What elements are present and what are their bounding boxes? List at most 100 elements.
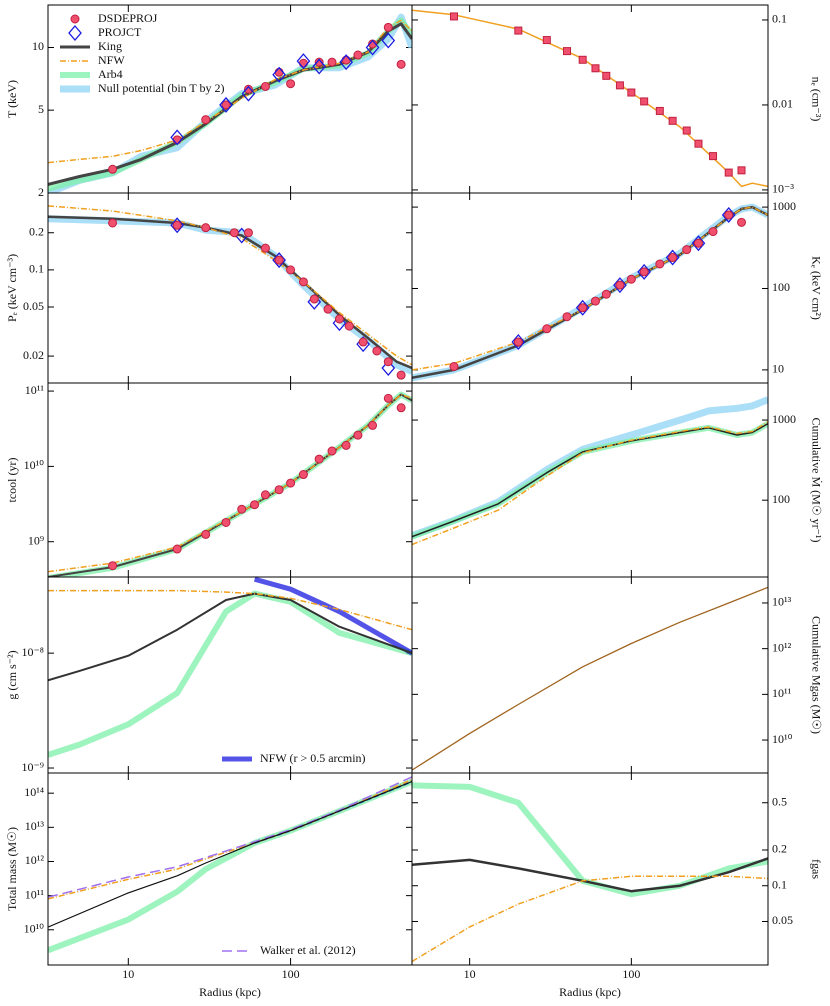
point xyxy=(358,337,368,347)
legend-label: DSDEPROJ xyxy=(98,11,158,25)
point xyxy=(449,12,458,21)
point xyxy=(353,430,363,440)
y-tick-label: 0.1 xyxy=(772,12,787,26)
x-axis-label: Radius (kpc) xyxy=(559,985,621,999)
point xyxy=(170,129,185,146)
point xyxy=(108,164,118,174)
y-tick-label: 0.1 xyxy=(29,262,44,276)
point xyxy=(655,259,665,269)
legend-label: PROJCT xyxy=(98,25,142,39)
y-tick-label: 0.01 xyxy=(772,97,793,111)
point xyxy=(542,36,551,45)
x-axis-label: Radius (kpc) xyxy=(199,985,261,999)
y-tick-label: 10¹² xyxy=(25,853,45,867)
point xyxy=(693,238,703,248)
point xyxy=(578,55,587,64)
point xyxy=(627,88,636,97)
point xyxy=(578,303,588,313)
panel: 0.02 0.05 0.1 0.2 Pₑ (keV cm⁻³) xyxy=(5,192,413,384)
point xyxy=(708,227,718,237)
point xyxy=(298,58,308,68)
point xyxy=(372,346,382,356)
point xyxy=(334,314,344,324)
point xyxy=(562,312,572,322)
y-tick-label: 10⁻⁸ xyxy=(21,645,44,659)
point xyxy=(601,289,611,299)
y-tick-label: 10¹¹ xyxy=(25,887,45,901)
x-tick-label: 10 xyxy=(122,967,134,981)
point xyxy=(626,274,636,284)
point xyxy=(221,517,231,527)
point xyxy=(694,139,703,148)
point xyxy=(381,360,396,377)
point xyxy=(243,84,253,94)
point xyxy=(542,324,552,334)
x-tick-label: 100 xyxy=(282,967,300,981)
y-axis-label: nₑ (cm⁻³) xyxy=(809,77,823,122)
point xyxy=(396,59,406,69)
legend-marker xyxy=(70,14,80,24)
series-line xyxy=(48,780,412,928)
y-tick-label: 10¹³ xyxy=(772,595,792,609)
y-axis-label: Total mass (M☉) xyxy=(5,827,19,911)
y-axis-label: g (cm s⁻²) xyxy=(5,650,19,699)
series-line xyxy=(48,215,412,375)
point xyxy=(575,299,590,316)
series-line xyxy=(48,393,412,577)
point xyxy=(298,277,308,287)
point xyxy=(341,440,351,450)
y-tick-label: 10¹¹ xyxy=(25,383,45,397)
point xyxy=(243,228,253,238)
point xyxy=(344,321,354,331)
point xyxy=(724,210,734,220)
point xyxy=(602,71,611,80)
y-tick-label: 10¹⁰ xyxy=(24,458,45,472)
point xyxy=(312,58,327,75)
plot-area xyxy=(412,396,768,546)
point xyxy=(396,403,406,413)
y-axis-label: Pₑ (keV cm⁻³) xyxy=(5,254,19,322)
series-line xyxy=(412,586,768,771)
series-line xyxy=(412,421,768,540)
plot-area xyxy=(48,13,412,193)
series-line xyxy=(48,391,412,577)
point xyxy=(250,500,260,510)
y-tick-label: 0.1 xyxy=(772,877,787,891)
y-axis-label: T (keV) xyxy=(5,80,19,118)
plot-area xyxy=(48,391,412,577)
legend-label: NFW (r > 0.5 arcmin) xyxy=(260,751,366,765)
legend-label: Arb4 xyxy=(98,67,123,81)
point xyxy=(170,217,185,234)
point xyxy=(590,296,600,306)
point xyxy=(396,370,406,380)
point xyxy=(655,106,664,115)
y-tick-label: 10¹⁰ xyxy=(24,922,45,936)
series-line xyxy=(48,22,412,186)
panel: 10 100 1000 Kₑ (keV cm²) xyxy=(411,192,823,384)
legend-label: NFW xyxy=(98,53,125,67)
point xyxy=(709,152,718,161)
point xyxy=(286,79,296,89)
x-tick-label: 10 xyxy=(464,967,476,981)
y-axis-label: Cumulative Ṁ (M☉ yr⁻¹) xyxy=(809,417,823,542)
y-tick-label: 10⁻³ xyxy=(772,182,794,196)
point xyxy=(383,357,393,367)
y-tick-label: 0.02 xyxy=(23,348,44,362)
point xyxy=(219,96,233,113)
point xyxy=(665,249,680,266)
panel: 10¹⁰ 10¹¹ 10¹² 10¹³ Cumulative Mgas (M☉) xyxy=(411,576,823,774)
point xyxy=(637,263,652,280)
point xyxy=(314,57,324,67)
frame xyxy=(411,772,769,966)
panel: 0.1 0.01 10⁻³ nₑ (cm⁻³) xyxy=(411,4,823,196)
point xyxy=(724,168,733,177)
point xyxy=(309,294,319,304)
point xyxy=(296,53,311,70)
y-tick-label: 0.05 xyxy=(772,913,793,927)
plot-area xyxy=(412,9,768,188)
y-axis-label: Cumulative Mgas (M☉) xyxy=(809,616,823,734)
panel: 10¹⁰ 10¹¹ 10¹² 10¹³ 10¹⁴ 10 100 Radius (kpc) Tot… xyxy=(5,772,413,999)
point xyxy=(298,470,308,480)
